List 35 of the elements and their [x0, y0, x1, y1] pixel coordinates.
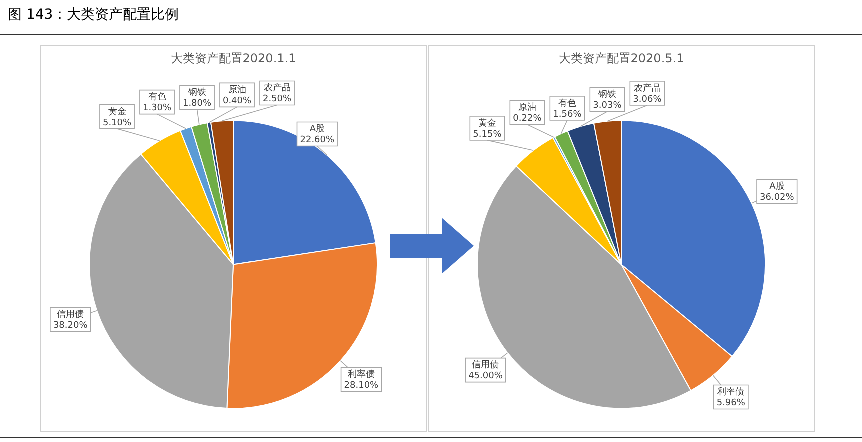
slice-label: 原油	[228, 84, 246, 96]
data-label: 5.96%	[716, 398, 746, 409]
slice-label: 钢铁	[187, 86, 206, 98]
data-label: 45.00%	[468, 372, 504, 382]
data-label: 1.56%	[553, 110, 582, 120]
slice-label: 信用债	[57, 309, 84, 320]
slice-label: 钢铁	[597, 89, 616, 100]
caption: 图 143：大类资产配置比例	[8, 6, 180, 24]
slice-label: 有色	[148, 92, 166, 103]
slice-label: A股	[310, 124, 325, 135]
data-label: 36.02%	[760, 192, 795, 203]
slice-label: A股	[770, 180, 785, 192]
slice-label: 农产品	[264, 82, 291, 94]
data-label: 1.80%	[182, 98, 212, 109]
slice-label: 利率债	[348, 369, 375, 380]
data-label: 2.50%	[262, 94, 292, 105]
slice-label: 利率债	[718, 386, 745, 398]
chart-title: 大类资产配置2020.5.1	[558, 51, 684, 66]
data-label: 3.06%	[633, 94, 662, 105]
data-label: 22.60%	[300, 136, 336, 146]
data-label: 3.03%	[593, 101, 622, 112]
data-label: 5.10%	[102, 118, 132, 128]
data-label: 5.15%	[473, 130, 502, 140]
slice-label: 黄金	[108, 106, 126, 118]
data-label: 0.40%	[222, 96, 252, 107]
slice-label: 信用债	[472, 360, 500, 371]
data-label: 1.30%	[142, 104, 172, 114]
slice-label: 原油	[518, 102, 536, 114]
data-label: 38.20%	[53, 321, 88, 332]
data-label: 28.10%	[344, 381, 380, 391]
data-label: 0.22%	[513, 114, 542, 124]
slice-label: 农产品	[634, 82, 661, 94]
slice-label: 黄金	[478, 118, 496, 129]
slice-label: 有色	[558, 98, 576, 109]
chart-title: 大类资产配置2020.1.1	[170, 51, 296, 66]
